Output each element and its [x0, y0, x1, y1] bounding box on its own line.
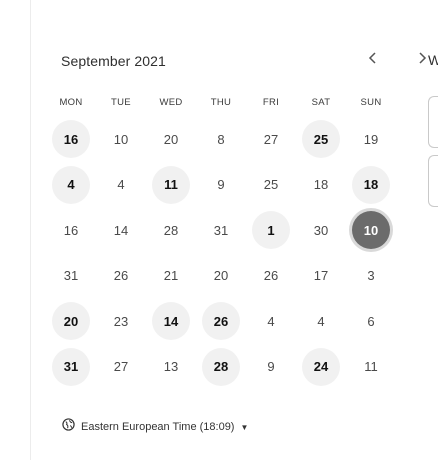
- day-cell-available[interactable]: 26: [202, 302, 240, 340]
- day-cell: 3: [367, 268, 375, 283]
- weekday-label: TUE: [111, 97, 131, 108]
- globe-icon: [62, 418, 75, 436]
- chevron-left-icon[interactable]: [363, 50, 383, 70]
- day-cell: 9: [267, 359, 275, 374]
- day-cell: 10: [113, 131, 129, 147]
- panel-heading-fragment: W: [428, 52, 438, 68]
- day-cell: 31: [213, 222, 229, 238]
- day-cell-available[interactable]: 1: [252, 211, 290, 249]
- day-cell: 16: [63, 222, 79, 238]
- time-slot-box[interactable]: [428, 155, 438, 207]
- day-cell: 28: [163, 222, 179, 238]
- calendar-grid: 16 10 20 8 27 25 19 4 4 11 9 25 18 18 16 14 28 31 1 30 10 31 2…: [46, 120, 396, 390]
- day-cell-selected[interactable]: 10: [352, 211, 390, 249]
- caret-down-icon: ▼: [240, 422, 249, 432]
- day-cell: 9: [217, 177, 225, 192]
- day-cell: 11: [364, 359, 378, 374]
- weekday-label: FRI: [262, 97, 280, 108]
- timezone-selector[interactable]: Eastern European Time (18:09) ▼: [62, 418, 248, 436]
- weekday-label: THU: [210, 97, 232, 108]
- day-cell: 4: [317, 313, 325, 329]
- day-cell: 13: [163, 359, 179, 374]
- month-title: September 2021: [61, 53, 166, 69]
- day-cell-available[interactable]: 14: [152, 302, 190, 340]
- weekday-label: WED: [159, 97, 183, 108]
- day-cell: 26: [113, 268, 129, 283]
- day-cell-available[interactable]: 28: [202, 347, 240, 386]
- weekday-label: MON: [59, 97, 83, 108]
- day-cell: 21: [163, 268, 179, 283]
- day-cell-available[interactable]: 18: [352, 165, 390, 204]
- day-cell: 25: [263, 177, 279, 192]
- chevron-right-icon[interactable]: [412, 50, 432, 70]
- time-slot-box[interactable]: [428, 96, 438, 148]
- day-cell: 26: [263, 268, 279, 283]
- day-cell-available[interactable]: 20: [52, 302, 90, 340]
- day-cell: 8: [217, 131, 225, 147]
- day-cell: 19: [363, 131, 379, 147]
- weekday-header: MON TUE WED THU FRI SAT SUN: [46, 97, 396, 111]
- day-cell-available[interactable]: 16: [52, 120, 90, 158]
- day-cell-available[interactable]: 4: [52, 165, 90, 204]
- day-cell: 4: [267, 313, 275, 329]
- timezone-label: Eastern European Time (18:09): [81, 421, 235, 433]
- day-cell: 20: [163, 131, 179, 147]
- day-cell-available[interactable]: 11: [152, 165, 190, 204]
- day-cell: 31: [63, 268, 79, 283]
- day-cell: 17: [313, 268, 329, 283]
- day-cell: 20: [213, 268, 229, 283]
- day-cell-available[interactable]: 24: [302, 347, 340, 386]
- weekday-label: SUN: [360, 97, 382, 108]
- day-cell-available[interactable]: 25: [302, 120, 340, 158]
- day-cell: 4: [117, 177, 125, 192]
- weekday-label: SAT: [311, 97, 331, 108]
- day-cell: 6: [367, 313, 375, 329]
- day-cell: 14: [113, 222, 129, 238]
- day-cell: 27: [263, 131, 279, 147]
- day-cell: 23: [113, 313, 129, 329]
- day-cell-available[interactable]: 31: [52, 347, 90, 386]
- day-cell: 18: [313, 177, 329, 192]
- day-cell: 27: [113, 359, 129, 374]
- day-cell: 30: [313, 222, 329, 238]
